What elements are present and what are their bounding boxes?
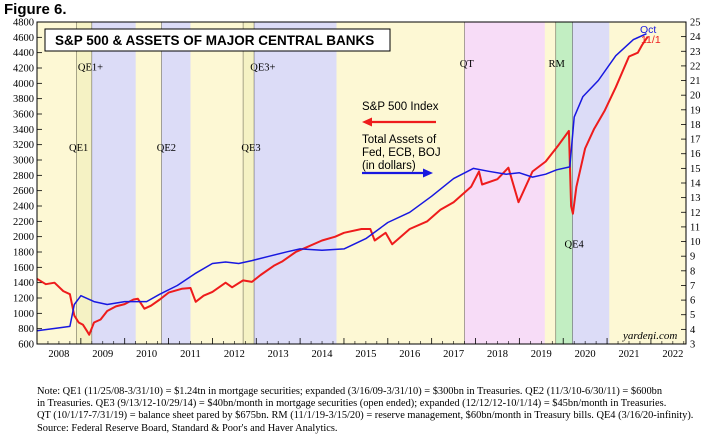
y-left-tick-label: 4800: [13, 18, 34, 29]
x-tick-label: 2008: [48, 349, 69, 360]
y-right-tick-label: 14: [690, 179, 701, 190]
y-left-tick-label: 3400: [13, 125, 34, 136]
y-left-tick-label: 1200: [13, 294, 34, 305]
shade-qe4: [572, 22, 610, 344]
y-right-tick-label: 15: [690, 164, 701, 175]
shade-label: QE1: [69, 143, 88, 154]
y-right-tick-label: 9: [690, 252, 695, 263]
y-right-tick-label: 5: [690, 310, 695, 321]
note-line: Note: QE1 (11/25/08-3/31/10) = $1.24tn i…: [37, 386, 663, 397]
x-tick-label: 2014: [312, 349, 334, 360]
y-left-tick-label: 3000: [13, 156, 34, 167]
x-tick-label: 2009: [92, 349, 113, 360]
shade-label: QE1+: [78, 62, 103, 73]
y-left-tick-label: 3800: [13, 94, 34, 105]
central-bank-assets-line: [36, 33, 647, 332]
y-right-tick-label: 19: [690, 105, 701, 116]
y-right-tick-label: 23: [690, 47, 701, 58]
title-box: [44, 28, 391, 52]
source-brand: yardeni.com: [622, 330, 677, 342]
y-left-tick-label: 2400: [13, 202, 34, 213]
legend-assets-line3: (in dollars): [362, 160, 416, 172]
end-label-nov: 11/1: [641, 34, 661, 46]
x-tick-label: 2016: [399, 349, 420, 360]
y-right-tick-label: 13: [690, 193, 701, 204]
y-right-tick-label: 12: [690, 208, 701, 219]
y-right-tick-label: 21: [690, 76, 701, 87]
y-left-tick-label: 1800: [13, 248, 34, 259]
chart-title: S&P 500 & ASSETS OF MAJOR CENTRAL BANKS: [55, 33, 374, 48]
chart: 2008 2009 2010 2011 2012 2013 2014 2015 2016 2017…: [13, 18, 701, 361]
shade-label: QT: [460, 59, 475, 70]
y-left-tick-label: 800: [18, 324, 34, 335]
y-left-tick-label: 4200: [13, 64, 34, 75]
note-line: QT (10/1/17-7/31/19) = balance sheet par…: [37, 410, 694, 422]
shade-qe1-plus: [91, 22, 136, 344]
end-label-oct: Oct: [640, 24, 656, 36]
plot-frame: [36, 21, 687, 345]
note-line: Source: Federal Reserve Board, Standard …: [37, 422, 338, 434]
y-right-tick-label: 22: [690, 61, 701, 72]
legend-sp500-label: S&P 500 Index: [362, 101, 439, 113]
legend-assets-arrowhead: [423, 168, 433, 178]
footnote: Note: QE1 (11/25/08-3/31/10) = $1.24tn i…: [37, 386, 713, 435]
legend-assets-line2: Fed, ECB, BOJ: [362, 147, 441, 159]
y-right-tick-label: 6: [690, 296, 695, 307]
y-left-tick-label: 2600: [13, 186, 34, 197]
y-left-tick-label: 3600: [13, 110, 34, 121]
x-tick-label: 2018: [487, 349, 508, 360]
x-tick-label: 2011: [180, 349, 201, 360]
shade-rm: [555, 22, 573, 344]
shade-qe1: [76, 22, 92, 344]
x-tick-label: 2013: [268, 349, 289, 360]
y-right-tick-label: 4: [690, 325, 696, 336]
x-tick-label: 2020: [575, 349, 596, 360]
y-right-tick-label: 17: [690, 135, 701, 146]
shade-label: QE4: [565, 239, 585, 250]
shade-qt: [464, 22, 545, 344]
y-left-tick-label: 2800: [13, 171, 34, 182]
x-tick-label: 2022: [662, 349, 683, 360]
y-right-tick-label: 10: [690, 237, 701, 248]
y-left-tick-label: 600: [18, 340, 34, 351]
y-left-tick-label: 3200: [13, 140, 34, 151]
y-left-tick-label: 2200: [13, 217, 34, 228]
y-right-tick-label: 24: [690, 32, 701, 43]
y-right-tick-label: 11: [690, 222, 700, 233]
shade-label: QE3+: [250, 62, 275, 73]
legend-sp500-arrowhead: [362, 117, 372, 127]
sp500-line: [36, 36, 649, 336]
y-right-tick-label: 16: [690, 149, 701, 160]
shade-qe3: [243, 22, 255, 344]
y-left-tick-label: 4400: [13, 48, 34, 59]
x-tick-label: 2012: [224, 349, 245, 360]
y-right-tick-label: 20: [690, 91, 701, 102]
x-tick-label: 2015: [355, 349, 376, 360]
y-left-tick-label: 1600: [13, 263, 34, 274]
shade-qe3-plus: [254, 22, 337, 344]
figure-label: Figure 6.: [4, 1, 67, 18]
x-tick-label: 2010: [136, 349, 157, 360]
note-line: in Treasuries. QE3 (9/13/12-10/29/14) = …: [37, 398, 667, 410]
x-tick-label: 2019: [531, 349, 552, 360]
y-right-tick-label: 7: [690, 281, 695, 292]
y-left-tick-label: 2000: [13, 232, 34, 243]
y-left-tick-label: 1000: [13, 309, 34, 320]
x-tick-label: 2021: [618, 349, 639, 360]
shade-label: QE3: [241, 143, 260, 154]
x-tick-label: 2017: [443, 349, 464, 360]
shade-label: QE2: [157, 143, 176, 154]
y-right-tick-label: 25: [690, 18, 701, 29]
y-left-tick-label: 4000: [13, 79, 34, 90]
y-right-tick-label: 3: [690, 340, 695, 351]
y-left-tick-label: 4600: [13, 33, 34, 44]
shade-label: RM: [548, 59, 565, 70]
y-left-tick-label: 1400: [13, 278, 34, 289]
legend-assets-line1: Total Assets of: [362, 134, 437, 146]
y-right-tick-label: 18: [690, 120, 701, 131]
y-right-tick-label: 8: [690, 266, 695, 277]
